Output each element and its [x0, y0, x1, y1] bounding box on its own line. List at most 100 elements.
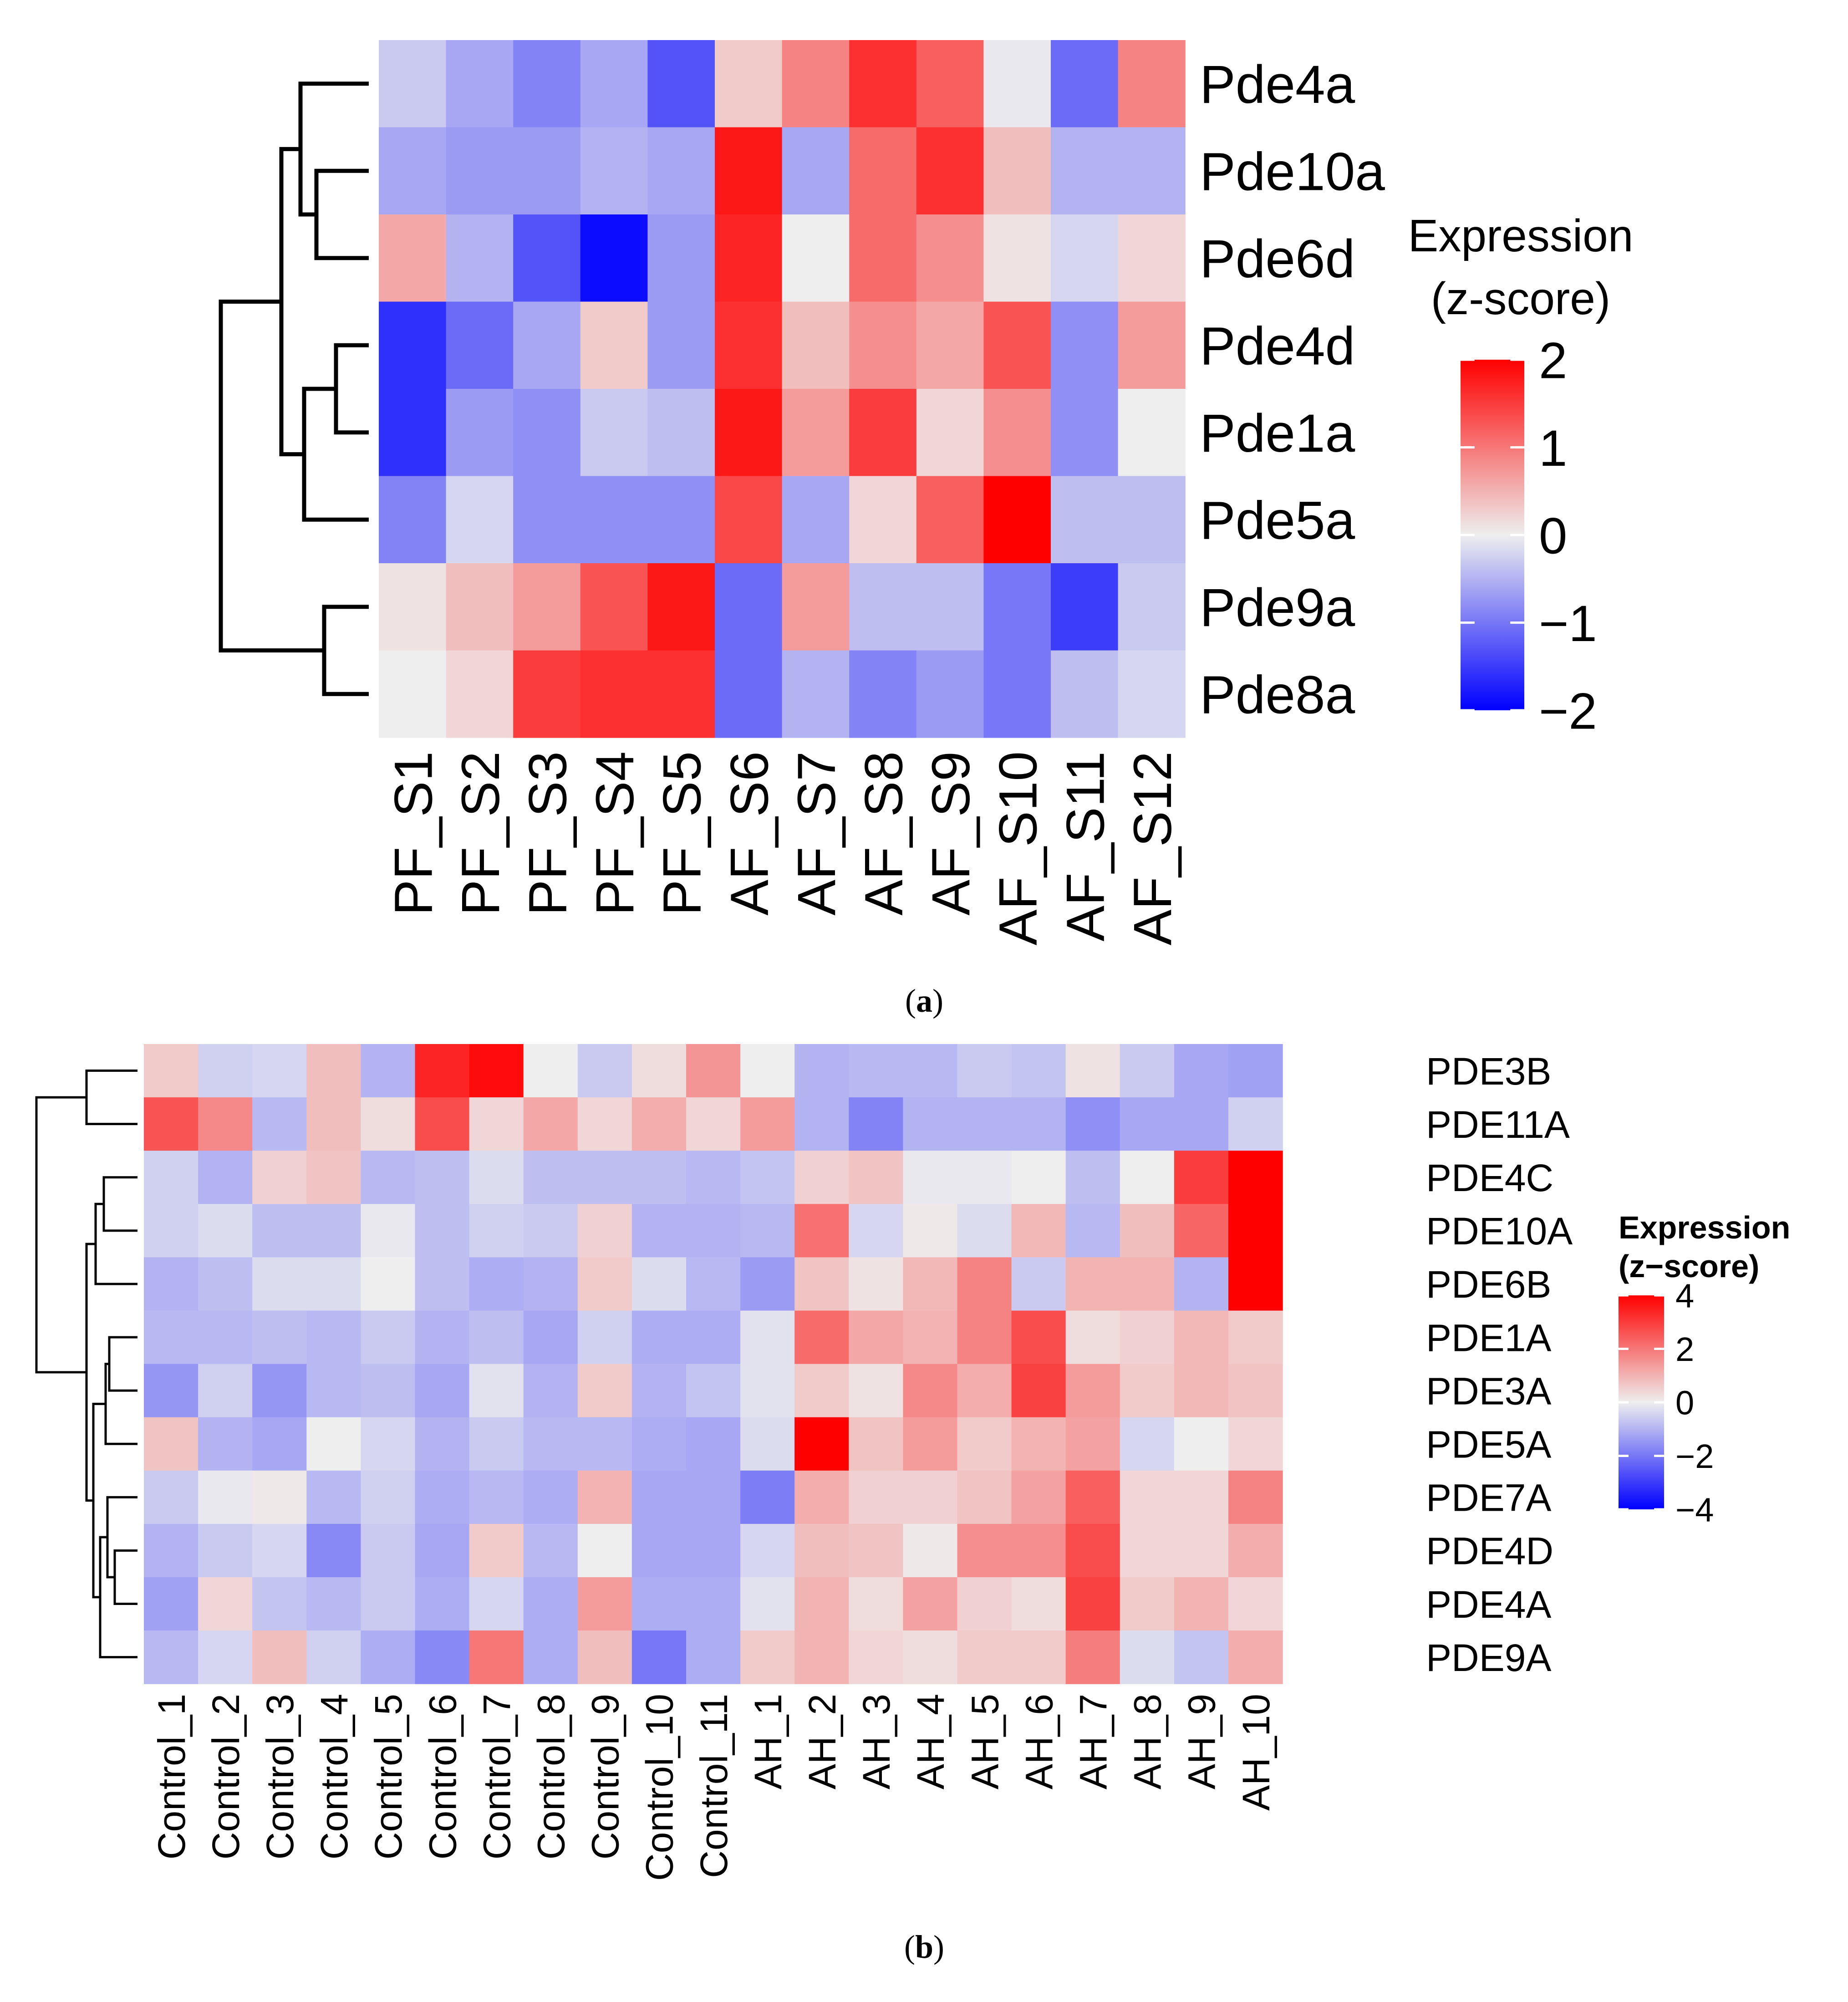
cell-PDE5A-AH_10 [1228, 1417, 1283, 1471]
cell-PDE3B-Control_7 [469, 1044, 524, 1098]
cell-PDE3A-Control_7 [469, 1364, 524, 1418]
cell-PDE6B-Control_11 [686, 1257, 741, 1311]
cell-Pde1a-PF_S3 [513, 389, 581, 477]
cell-PDE7A-Control_5 [361, 1470, 416, 1524]
cell-PDE4A-Control_1 [144, 1577, 199, 1631]
cell-PDE1A-AH_6 [1011, 1310, 1066, 1365]
cell-PDE4C-AH_6 [1011, 1151, 1066, 1204]
panel-b-cells [144, 1044, 1283, 1684]
column-label-Control_1: Control_1 [150, 1694, 193, 1859]
cell-Pde10a-AF_S11 [1051, 127, 1119, 215]
cell-Pde5a-AF_S9 [916, 476, 984, 564]
cell-Pde6d-PF_S5 [647, 214, 715, 302]
cell-PDE3A-Control_8 [523, 1364, 578, 1418]
cell-PDE4D-Control_9 [577, 1523, 632, 1578]
cell-PDE4D-Control_1 [144, 1523, 199, 1578]
cell-PDE6B-AH_2 [794, 1257, 849, 1311]
cell-PDE4C-AH_2 [794, 1151, 849, 1204]
dendro-branch [102, 1176, 137, 1232]
cell-PDE7A-AH_9 [1174, 1470, 1229, 1524]
cell-PDE4C-AH_9 [1174, 1151, 1229, 1204]
cell-PDE4C-AH_10 [1228, 1151, 1283, 1204]
column-label-AH_5: AH_5 [963, 1694, 1006, 1789]
cell-PDE6B-Control_10 [631, 1257, 687, 1311]
cell-Pde5a-PF_S2 [446, 476, 514, 564]
cell-Pde9a-PF_S4 [580, 563, 648, 651]
cell-PDE6B-AH_8 [1120, 1257, 1175, 1311]
legend-tick-label: 1 [1539, 420, 1567, 477]
cell-PDE1A-AH_10 [1228, 1310, 1283, 1365]
cell-Pde6d-AF_S12 [1118, 214, 1186, 302]
panel-a-column-labels: PF_S1 PF_S2 PF_S3 PF_S4 PF_S5 AF_S6 AF_S7 AF_S8… [383, 751, 1183, 945]
cell-Pde10a-PF_S3 [513, 127, 581, 215]
cell-PDE4D-Control_2 [198, 1523, 253, 1578]
cell-Pde4d-AF_S12 [1118, 301, 1186, 389]
column-label-AH_2: AH_2 [801, 1694, 844, 1789]
cell-PDE7A-AH_2 [794, 1470, 849, 1524]
cell-Pde8a-AF_S12 [1118, 650, 1186, 738]
cell-Pde6d-AF_S6 [715, 214, 783, 302]
cell-Pde9a-AF_S9 [916, 563, 984, 651]
cell-PDE4D-AH_3 [849, 1523, 903, 1578]
cell-PDE1A-Control_4 [306, 1310, 361, 1365]
cell-PDE9A-AH_7 [1065, 1630, 1120, 1684]
cell-Pde4a-AF_S9 [916, 40, 984, 128]
cell-PDE4A-AH_10 [1228, 1577, 1283, 1631]
column-label-Control_2: Control_2 [204, 1694, 247, 1859]
cell-PDE1A-AH_1 [740, 1310, 795, 1365]
cell-PDE9A-Control_2 [198, 1630, 253, 1684]
column-label-AF_S9: AF_S9 [921, 751, 981, 916]
cell-PDE1A-AH_4 [903, 1310, 958, 1365]
cell-PDE5A-Control_4 [306, 1417, 361, 1471]
cell-Pde8a-PF_S5 [647, 650, 715, 738]
cell-PDE7A-AH_1 [740, 1470, 795, 1524]
cell-Pde4d-AF_S8 [849, 301, 917, 389]
cell-PDE4D-AH_6 [1011, 1523, 1066, 1578]
cell-Pde4d-PF_S5 [647, 301, 715, 389]
cell-PDE7A-AH_10 [1228, 1470, 1283, 1524]
panel-a-row-labels: Pde4a Pde10a Pde6d Pde4d Pde1a Pde5a Pde9a Pde8… [1200, 55, 1385, 725]
cell-Pde4a-PF_S2 [446, 40, 514, 128]
cell-PDE4C-AH_7 [1065, 1151, 1120, 1204]
cell-Pde4d-PF_S3 [513, 301, 581, 389]
panel-b-legend: Expression (z−score) 4 2 0 −2 −4 [1619, 1210, 1790, 1529]
cell-PDE1A-AH_9 [1174, 1310, 1229, 1365]
cell-PDE11A-Control_11 [686, 1097, 741, 1151]
cell-PDE9A-Control_9 [577, 1630, 632, 1684]
cell-Pde9a-PF_S1 [379, 563, 447, 651]
cell-Pde1a-AF_S10 [983, 389, 1051, 477]
row-label-PDE4A: PDE4A [1426, 1583, 1551, 1626]
cell-PDE4C-Control_8 [523, 1151, 578, 1204]
cell-Pde9a-AF_S6 [715, 563, 783, 651]
cell-Pde4d-AF_S7 [782, 301, 850, 389]
cell-PDE1A-AH_2 [794, 1310, 849, 1365]
column-label-AF_S11: AF_S11 [1055, 751, 1115, 942]
cell-PDE9A-Control_6 [415, 1630, 470, 1684]
cell-PDE10A-Control_5 [361, 1204, 416, 1258]
cell-PDE4C-AH_5 [957, 1151, 1012, 1204]
dendro-branch [219, 300, 324, 652]
cell-PDE4C-Control_11 [686, 1151, 741, 1204]
cell-Pde4d-AF_S10 [983, 301, 1051, 389]
cell-PDE11A-Control_2 [198, 1097, 253, 1151]
cell-PDE1A-AH_7 [1065, 1310, 1120, 1365]
column-label-AH_4: AH_4 [909, 1694, 952, 1789]
legend-tick-label: −2 [1675, 1437, 1714, 1475]
row-label-PDE6B: PDE6B [1426, 1263, 1551, 1306]
cell-PDE11A-Control_5 [361, 1097, 416, 1151]
cell-PDE1A-Control_7 [469, 1310, 524, 1365]
cell-PDE11A-AH_5 [957, 1097, 1012, 1151]
cell-PDE3B-Control_3 [252, 1044, 307, 1098]
cell-PDE7A-AH_5 [957, 1470, 1012, 1524]
cell-PDE10A-Control_7 [469, 1204, 524, 1258]
cell-PDE11A-AH_3 [849, 1097, 903, 1151]
cell-Pde8a-PF_S4 [580, 650, 648, 738]
column-label-AH_1: AH_1 [747, 1694, 789, 1789]
cell-PDE10A-AH_2 [794, 1204, 849, 1258]
cell-PDE4D-AH_8 [1120, 1523, 1175, 1578]
panel-b-legend-title-line1: Expression [1619, 1210, 1790, 1245]
column-label-AH_10: AH_10 [1235, 1694, 1278, 1811]
cell-PDE9A-Control_1 [144, 1630, 199, 1684]
cell-PDE3B-Control_10 [631, 1044, 687, 1098]
